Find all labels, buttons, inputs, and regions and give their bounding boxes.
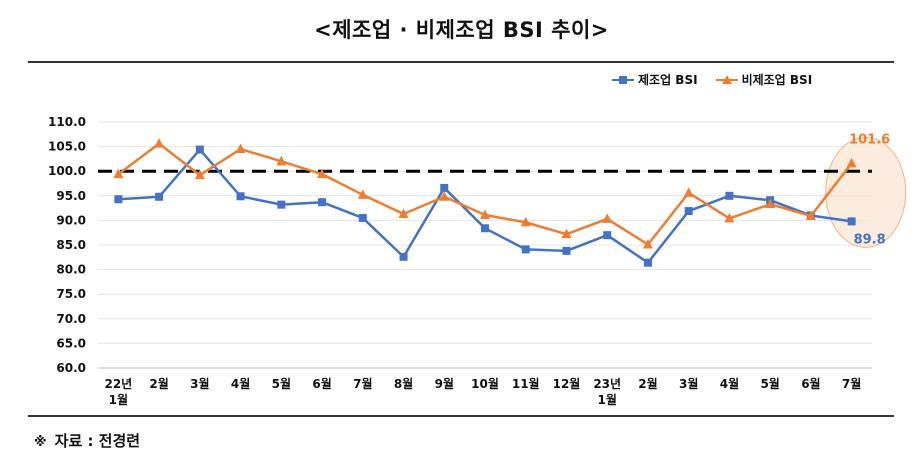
x-tick-label: 2월 (149, 376, 168, 391)
y-tick-label: 65.0 (56, 336, 86, 350)
data-label-manufacturing: 89.8 (854, 232, 886, 247)
point-manufacturing (195, 145, 204, 154)
point-non-manufacturing (561, 228, 572, 239)
point-non-manufacturing (276, 155, 287, 166)
point-non-manufacturing (154, 138, 165, 148)
x-tick-label: 6월 (312, 376, 331, 391)
point-manufacturing (358, 213, 367, 222)
x-tick-label: 6월 (801, 376, 820, 391)
source-note: ※ 자료 : 전경련 (34, 430, 140, 451)
point-non-manufacturing (765, 198, 776, 209)
bottom-divider (28, 415, 894, 417)
x-tick-label: 5월 (760, 376, 779, 391)
legend-swatch-manufacturing (612, 74, 634, 86)
point-non-manufacturing (805, 210, 816, 220)
x-tick-label: 12월 (553, 376, 581, 391)
x-tick-label: 10월 (471, 376, 499, 391)
x-tick-label: 2월 (638, 376, 657, 391)
point-non-manufacturing (439, 191, 450, 201)
chart-legend: 제조업 BSI 비제조업 BSI (612, 71, 812, 88)
point-manufacturing (277, 200, 286, 209)
chart-title: <제조업 · 비제조업 BSI 추이> (314, 18, 609, 42)
point-non-manufacturing (194, 169, 205, 180)
point-manufacturing (155, 192, 164, 201)
y-tick-label: 75.0 (56, 287, 86, 301)
legend-item-manufacturing: 제조업 BSI (612, 71, 698, 88)
x-tick-label: 4월 (720, 376, 739, 391)
point-manufacturing (643, 258, 652, 267)
point-manufacturing (481, 224, 489, 233)
legend-label-non-manufacturing: 비제조업 BSI (741, 73, 813, 87)
x-tick-label: 8월 (394, 376, 413, 391)
y-tick-label: 85.0 (56, 238, 86, 252)
y-tick-label: 95.0 (56, 189, 86, 203)
point-manufacturing (603, 231, 612, 240)
point-non-manufacturing (683, 187, 694, 197)
y-tick-label: 105.0 (48, 140, 86, 154)
point-non-manufacturing (398, 208, 409, 219)
point-non-manufacturing (357, 189, 368, 199)
point-manufacturing (318, 198, 327, 207)
point-manufacturing (562, 246, 571, 255)
point-non-manufacturing (846, 157, 857, 168)
x-tick-label: 11월 (512, 376, 540, 391)
point-manufacturing (114, 195, 123, 204)
legend-item-non-manufacturing: 비제조업 BSI (715, 71, 813, 88)
x-tick-label: 4월 (231, 376, 250, 391)
x-tick-label: 7월 (353, 376, 372, 391)
x-tick-label: 22년 1월 (104, 377, 132, 407)
data-label-non-manufacturing: 101.6 (849, 132, 890, 147)
point-manufacturing (725, 191, 734, 200)
x-tick-label: 5월 (272, 376, 291, 391)
point-non-manufacturing (235, 143, 246, 154)
y-tick-label: 60.0 (56, 361, 86, 375)
source-text: 자료 : 전경련 (54, 432, 141, 450)
y-tick-label: 70.0 (56, 312, 86, 326)
y-tick-label: 110.0 (48, 115, 86, 129)
point-non-manufacturing (642, 239, 653, 249)
point-non-manufacturing (520, 216, 531, 227)
point-non-manufacturing (317, 168, 328, 179)
point-non-manufacturing (113, 168, 124, 179)
x-tick-label: 3월 (679, 376, 698, 391)
point-manufacturing (236, 192, 245, 201)
point-manufacturing (847, 217, 856, 226)
y-tick-label: 90.0 (56, 213, 86, 227)
point-manufacturing (684, 207, 693, 216)
point-manufacturing (440, 183, 449, 192)
top-divider (28, 61, 894, 63)
y-tick-label: 80.0 (56, 263, 86, 277)
legend-label-manufacturing: 제조업 BSI (638, 73, 698, 87)
point-manufacturing (521, 245, 530, 254)
y-tick-label: 100.0 (48, 164, 86, 178)
x-tick-label: 9월 (435, 376, 454, 391)
x-tick-label: 23년 1월 (593, 377, 621, 407)
highlight-ellipse (825, 136, 907, 248)
point-non-manufacturing (602, 213, 613, 223)
x-tick-label: 3월 (190, 376, 209, 391)
point-non-manufacturing (480, 209, 490, 219)
point-non-manufacturing (724, 212, 735, 223)
legend-swatch-non-manufacturing (715, 74, 738, 86)
note-mark: ※ (34, 435, 47, 450)
x-tick-label: 7월 (842, 376, 861, 391)
point-manufacturing (399, 252, 408, 261)
series-line-manufacturing (118, 148, 852, 264)
